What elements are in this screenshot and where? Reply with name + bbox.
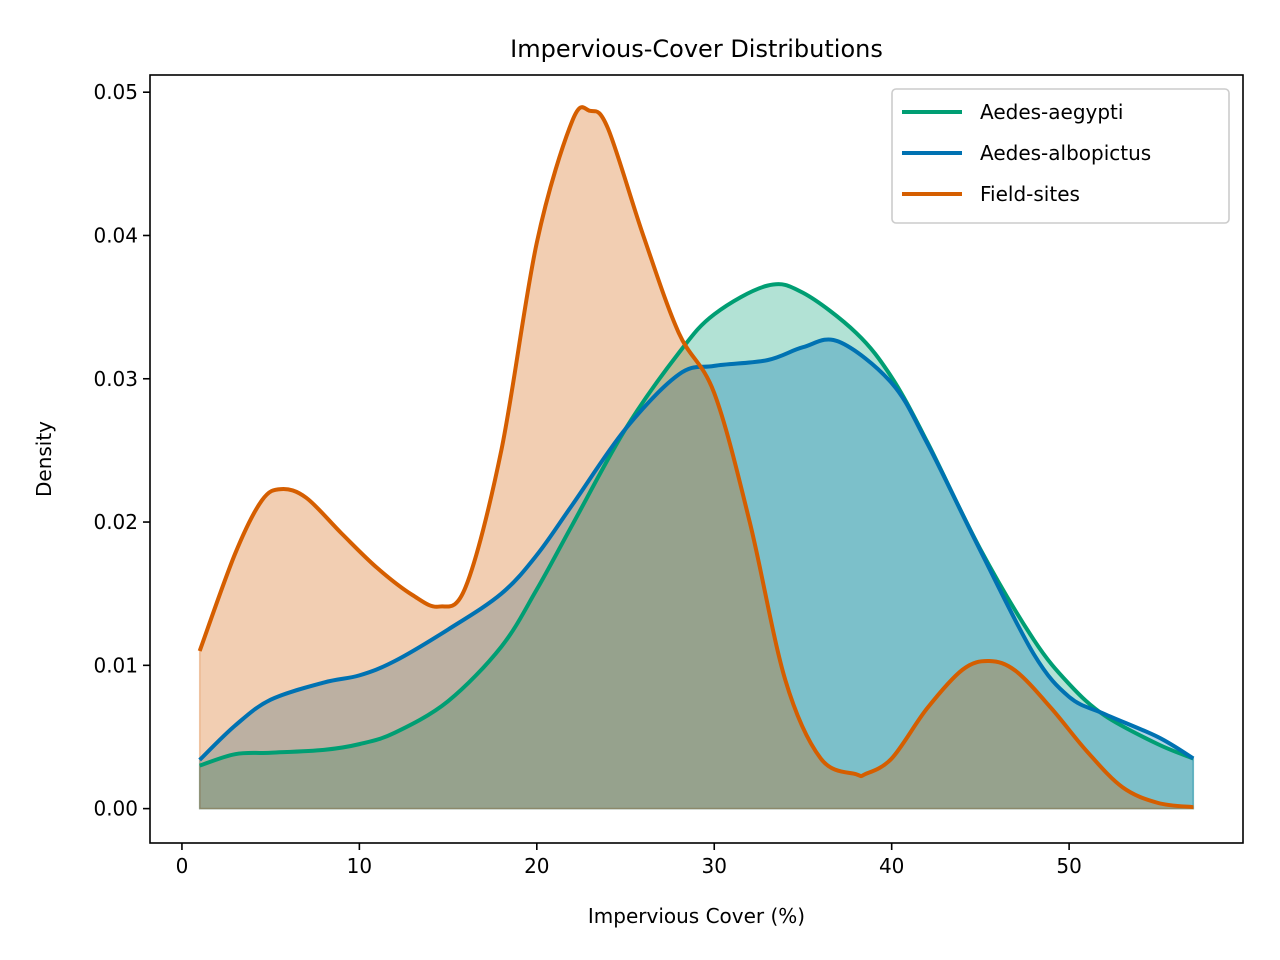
- x-tick-label: 20: [524, 854, 549, 878]
- plot-frame: [149, 74, 1244, 844]
- y-tick-label: 0.04: [93, 223, 138, 247]
- legend-box: [891, 88, 1230, 224]
- y-axis-label: Density: [32, 421, 56, 497]
- legend-label: Aedes-albopictus: [980, 141, 1151, 165]
- x-tick-label: 0: [176, 854, 189, 878]
- series-line-0: [199, 282, 1195, 768]
- y-axis-ticks: 0.00 0.01 0.02 0.03 0.04 0.05: [93, 80, 150, 821]
- y-tick-label: 0.03: [93, 367, 138, 391]
- series-line-1: [198, 337, 1195, 762]
- x-tick-label: 40: [879, 854, 904, 878]
- x-tick-label: 30: [702, 854, 727, 878]
- y-tick-label: 0.01: [93, 653, 138, 677]
- legend: Aedes-aegypti Aedes-albopictus Field-sites: [891, 88, 1230, 224]
- legend-label: Field-sites: [980, 182, 1080, 206]
- y-tick-label: 0.02: [93, 510, 138, 534]
- x-tick-label: 50: [1056, 854, 1081, 878]
- x-tick-label: 10: [347, 854, 372, 878]
- y-tick-label: 0.00: [93, 797, 138, 821]
- legend-label: Aedes-aegypti: [980, 100, 1123, 124]
- y-tick-label: 0.05: [93, 80, 138, 104]
- chart-title: Impervious-Cover Distributions: [510, 35, 883, 63]
- series-lines: [197, 105, 1195, 810]
- series-line-2: [197, 105, 1194, 810]
- x-axis-label: Impervious Cover (%): [588, 904, 805, 928]
- x-axis-ticks: 0 10 20 30 40 50: [176, 843, 1082, 878]
